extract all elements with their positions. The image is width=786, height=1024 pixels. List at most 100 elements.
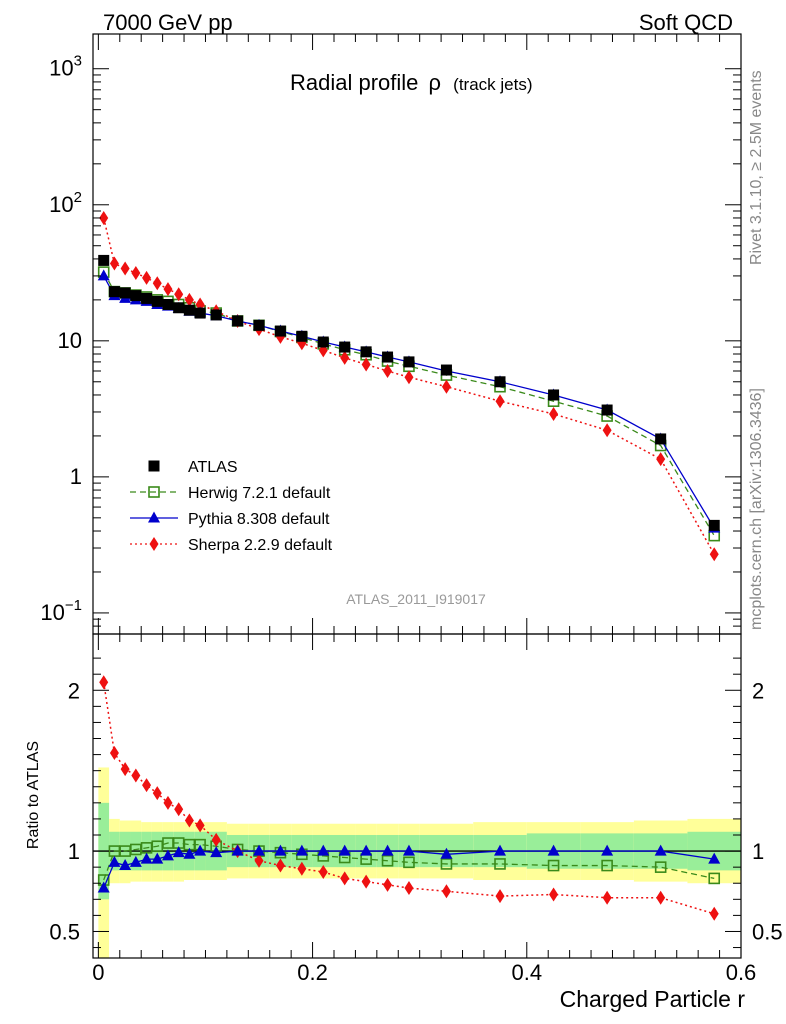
ratio-y-tick-label-right: 2 <box>752 678 764 703</box>
analysis-watermark: ATLAS_2011_I919017 <box>346 591 486 607</box>
main-sherpa-point <box>549 406 559 421</box>
main-y-tick-label: 10−1 <box>40 597 82 625</box>
ratio-pythia-point <box>140 852 153 864</box>
legend-pythia-label: Pythia 8.308 default <box>188 511 330 528</box>
ratio-herwig-point <box>708 872 721 885</box>
ratio-x-tick-label: 0.4 <box>511 960 542 985</box>
ratio-pythia-point <box>654 844 667 856</box>
main-sherpa-point <box>142 270 152 285</box>
main-atlas-point <box>440 364 452 376</box>
ratio-pythia-point <box>338 844 351 856</box>
ratio-sherpa-point <box>441 884 451 899</box>
legend-herwig-label: Herwig 7.2.1 default <box>188 485 331 502</box>
legend-sherpa-label: Sherpa 2.2.9 default <box>188 537 333 554</box>
main-sherpa-point <box>131 266 141 281</box>
ratio-pythia-point <box>183 847 196 859</box>
ratio-pythia-point <box>210 846 223 858</box>
ratio-sherpa-point <box>383 877 393 892</box>
ratio-sherpa-point <box>174 802 184 817</box>
ratio-pythia-point <box>129 855 142 867</box>
ratio-axes: 0.5 0.5 1 1 2 2 0 0.2 0.4 0.6 <box>49 633 783 985</box>
ratio-pythia-point <box>108 855 121 867</box>
ratio-pythia-point <box>151 852 164 864</box>
main-atlas-point <box>494 376 506 388</box>
main-panel: 10−1 1 10 10 2 103 Radial profile ρ (track je… <box>40 33 742 635</box>
ratio-x-tick-label: 0 <box>92 960 104 985</box>
main-atlas-point <box>141 292 153 304</box>
ratio-sherpa-point <box>495 889 505 904</box>
main-y-tick-label: 103 <box>49 53 82 81</box>
main-panel-title: Radial profile ρ (track jets) <box>290 70 533 95</box>
title-text: Radial profile <box>290 70 418 95</box>
main-atlas-point <box>403 356 415 368</box>
main-atlas-point <box>708 519 720 531</box>
ratio-sherpa-point <box>163 795 173 810</box>
main-atlas-point <box>119 287 131 299</box>
ratio-pythia-point <box>494 844 507 856</box>
main-sherpa-point <box>340 350 350 365</box>
main-sherpa-point <box>404 370 414 385</box>
mcplots-reference-label: mcplots.cern.ch [arXiv:1306.3436] <box>748 388 765 630</box>
main-atlas-point <box>183 304 195 316</box>
legend-herwig-marker <box>148 486 160 498</box>
main-atlas-point <box>339 341 351 353</box>
main-sherpa-point <box>120 261 130 276</box>
ratio-sherpa-point <box>361 874 371 889</box>
title-suffix: (track jets) <box>453 75 532 94</box>
main-sherpa-point <box>656 452 666 467</box>
ratio-sherpa-point <box>152 786 162 801</box>
ratio-x-tick-label: 0.2 <box>297 960 328 985</box>
main-y-tick-label: 10 <box>58 328 82 353</box>
main-sherpa-point <box>99 210 109 225</box>
ratio-sherpa-point <box>99 675 109 690</box>
ratio-y-tick-label-right: 1 <box>752 839 764 864</box>
x-axis-label: Charged Particle r <box>560 986 746 1012</box>
ratio-sherpa-point <box>318 864 328 879</box>
ratio-sherpa-point <box>275 858 285 873</box>
legend-atlas-marker <box>148 460 160 472</box>
header-process-label: 7000 GeV pp <box>103 10 233 35</box>
main-atlas-point <box>317 336 329 348</box>
ratio-sherpa-point <box>184 813 194 828</box>
legend: ATLAS Herwig 7.2.1 default Pythia 8.308 de… <box>130 459 333 554</box>
ratio-pythia-point <box>231 844 244 856</box>
main-sherpa-point <box>184 292 194 307</box>
main-pythia-point <box>97 269 110 281</box>
ratio-plot-marks <box>97 675 721 921</box>
main-sherpa-point <box>383 364 393 379</box>
main-atlas-point <box>360 346 372 358</box>
main-y-tick-base: 10 <box>40 600 64 625</box>
ratio-pythia-point <box>295 844 308 856</box>
ratio-pythia-point <box>253 844 266 856</box>
legend-atlas-label: ATLAS <box>188 459 238 476</box>
main-y-tick-exponent: 2 <box>74 189 82 206</box>
main-sherpa-point <box>163 282 173 297</box>
main-sherpa-point <box>441 379 451 394</box>
main-atlas-point <box>98 254 110 266</box>
header-category-label: Soft QCD <box>639 10 733 35</box>
ratio-pythia-point <box>119 859 132 871</box>
main-sherpa-point <box>109 256 119 271</box>
main-atlas-point <box>232 315 244 327</box>
main-atlas-point <box>274 325 286 337</box>
ratio-pythia-point <box>194 844 207 856</box>
main-sherpa-point <box>361 357 371 372</box>
main-plot-marks <box>97 210 721 562</box>
ratio-sherpa-point <box>602 890 612 905</box>
ratio-sherpa-point <box>254 853 264 868</box>
main-atlas-point <box>655 433 667 445</box>
main-atlas-point <box>601 404 613 416</box>
ratio-sherpa-point <box>297 861 307 876</box>
main-atlas-point <box>194 307 206 319</box>
ratio-y-tick-label-right: 0.5 <box>752 919 783 944</box>
ratio-herwig-point <box>601 859 613 872</box>
main-y-tick-base: 1 <box>70 464 82 489</box>
ratio-pythia-point <box>381 844 394 856</box>
main-y-tick-base: 10 <box>58 328 82 353</box>
main-atlas-point <box>162 298 174 310</box>
main-atlas-point <box>210 309 222 321</box>
ratio-sherpa-point <box>131 768 141 783</box>
ratio-pythia-point <box>440 847 453 859</box>
ratio-pythia-point <box>402 844 415 856</box>
